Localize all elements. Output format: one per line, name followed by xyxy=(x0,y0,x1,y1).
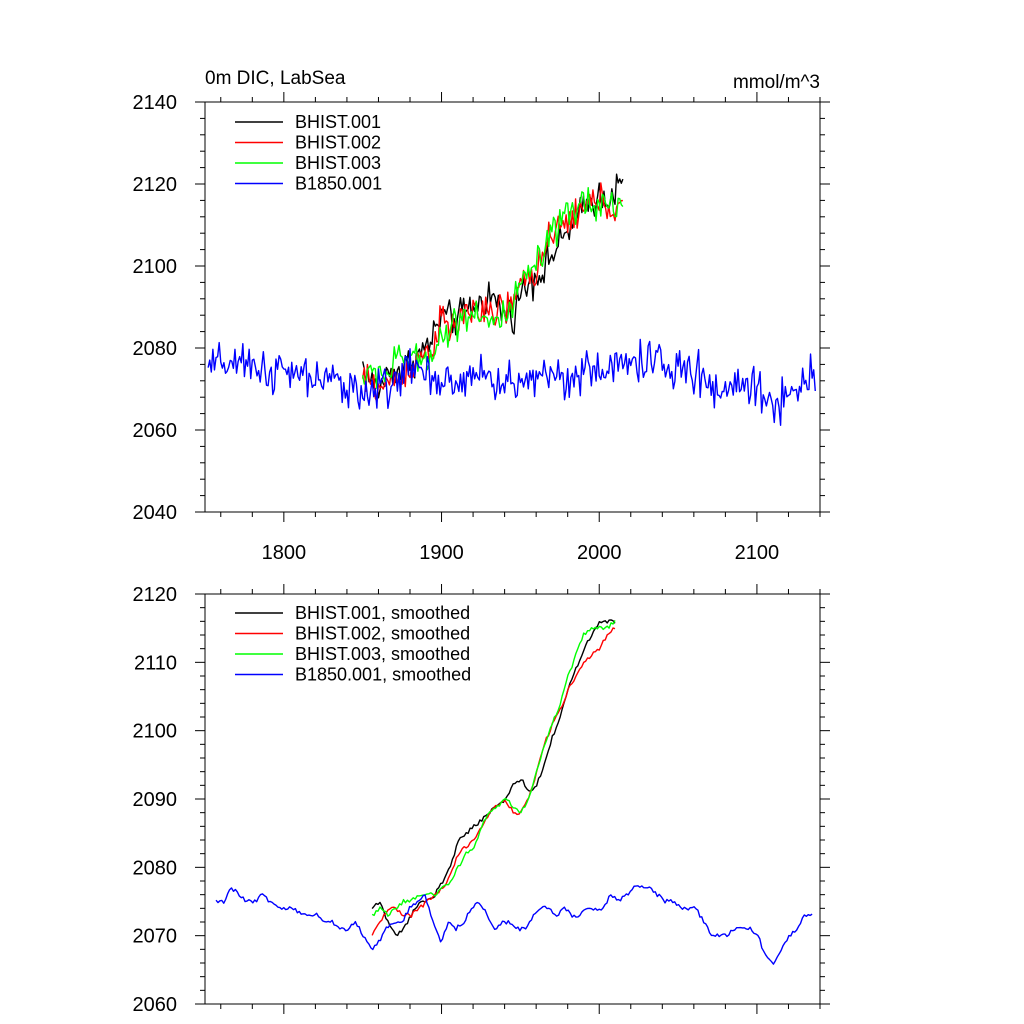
series-group xyxy=(215,619,813,965)
series-line-2 xyxy=(361,182,623,403)
plot-area-smoothed: 2060 2070 2080 2090 2100 2110 2120 BHIST.001, s… xyxy=(133,584,830,1016)
x-tick-label: 2000 xyxy=(577,542,622,564)
y-tick-label: 2120 xyxy=(133,174,178,196)
legend-entry: BHIST.001 xyxy=(295,112,381,132)
x-tick-label: 2100 xyxy=(735,542,780,564)
legend-entry: BHIST.003 xyxy=(295,153,381,173)
plot-area-raw: 2040 2060 2080 2100 2120 2140 1800 1900 2000 2100… xyxy=(133,92,830,564)
units-label: mmol/m^3 xyxy=(733,72,820,93)
series-group xyxy=(207,173,816,426)
y-tick-label: 2140 xyxy=(133,92,178,114)
legend-entry: BHIST.003, smoothed xyxy=(295,644,470,664)
series-line-4 xyxy=(215,885,813,965)
legend-entry: BHIST.002 xyxy=(295,133,381,153)
y-tick-label: 2090 xyxy=(133,789,178,811)
legend-entry: B1850.001, smoothed xyxy=(295,665,471,685)
plot-frame xyxy=(204,101,821,513)
y-tick-label: 2060 xyxy=(133,420,178,442)
y-tick-label: 2080 xyxy=(133,338,178,360)
series-line-3 xyxy=(362,186,624,390)
legend-entry: B1850.001 xyxy=(295,174,382,194)
y-tick-label: 2060 xyxy=(133,994,178,1016)
chart-title: 0m DIC, LabSea xyxy=(205,68,346,89)
y-tick-label: 2070 xyxy=(133,926,178,948)
x-tick-label: 1900 xyxy=(419,542,464,564)
panel-raw: 0m DIC, LabSea mmol/m^3 2040 2060 2080 2100… xyxy=(133,68,830,564)
legend-entry: BHIST.002, smoothed xyxy=(295,624,470,644)
series-line-4 xyxy=(207,338,816,426)
y-tick-label: 2100 xyxy=(133,721,178,743)
x-tick-label: 1800 xyxy=(262,542,307,564)
series-line-3 xyxy=(371,620,616,917)
legend-entry: BHIST.001, smoothed xyxy=(295,603,470,623)
y-tick-label: 2080 xyxy=(133,857,178,879)
y-tick-label: 2040 xyxy=(133,502,178,524)
y-tick-label: 2100 xyxy=(133,256,178,278)
y-tick-label: 2110 xyxy=(134,652,177,674)
panel-smoothed: 2060 2070 2080 2090 2100 2110 2120 BHIST.001, s… xyxy=(133,584,830,1016)
y-tick-label: 2120 xyxy=(133,584,178,606)
